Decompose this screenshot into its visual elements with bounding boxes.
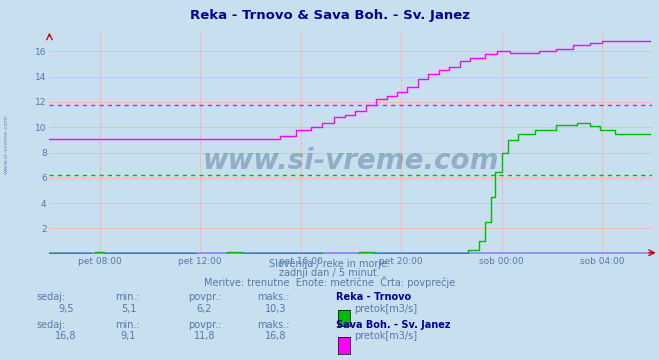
Text: 16,8: 16,8 xyxy=(55,331,76,341)
Text: 5,1: 5,1 xyxy=(121,304,136,314)
Text: 10,3: 10,3 xyxy=(265,304,286,314)
Text: sedaj:: sedaj: xyxy=(36,320,65,330)
Text: maks.:: maks.: xyxy=(257,292,289,302)
Text: sedaj:: sedaj: xyxy=(36,292,65,302)
Text: pretok[m3/s]: pretok[m3/s] xyxy=(354,331,417,341)
Text: Sava Boh. - Sv. Janez: Sava Boh. - Sv. Janez xyxy=(336,320,451,330)
Text: Slovenija / reke in morje.: Slovenija / reke in morje. xyxy=(269,259,390,269)
Text: 16,8: 16,8 xyxy=(265,331,286,341)
Text: povpr.:: povpr.: xyxy=(188,292,221,302)
Text: 11,8: 11,8 xyxy=(194,331,215,341)
Text: 6,2: 6,2 xyxy=(196,304,212,314)
Text: min.:: min.: xyxy=(115,320,140,330)
Text: zadnji dan / 5 minut.: zadnji dan / 5 minut. xyxy=(279,268,380,278)
Text: www.si-vreme.com: www.si-vreme.com xyxy=(203,147,499,175)
Text: pretok[m3/s]: pretok[m3/s] xyxy=(354,304,417,314)
Text: povpr.:: povpr.: xyxy=(188,320,221,330)
Text: maks.:: maks.: xyxy=(257,320,289,330)
Text: Meritve: trenutne  Enote: metrične  Črta: povprečje: Meritve: trenutne Enote: metrične Črta: … xyxy=(204,276,455,288)
Text: 9,5: 9,5 xyxy=(58,304,74,314)
Text: 9,1: 9,1 xyxy=(121,331,136,341)
Text: min.:: min.: xyxy=(115,292,140,302)
Text: www.si-vreme.com: www.si-vreme.com xyxy=(4,114,9,174)
Text: Reka - Trnovo: Reka - Trnovo xyxy=(336,292,411,302)
Text: Reka - Trnovo & Sava Boh. - Sv. Janez: Reka - Trnovo & Sava Boh. - Sv. Janez xyxy=(190,9,469,22)
